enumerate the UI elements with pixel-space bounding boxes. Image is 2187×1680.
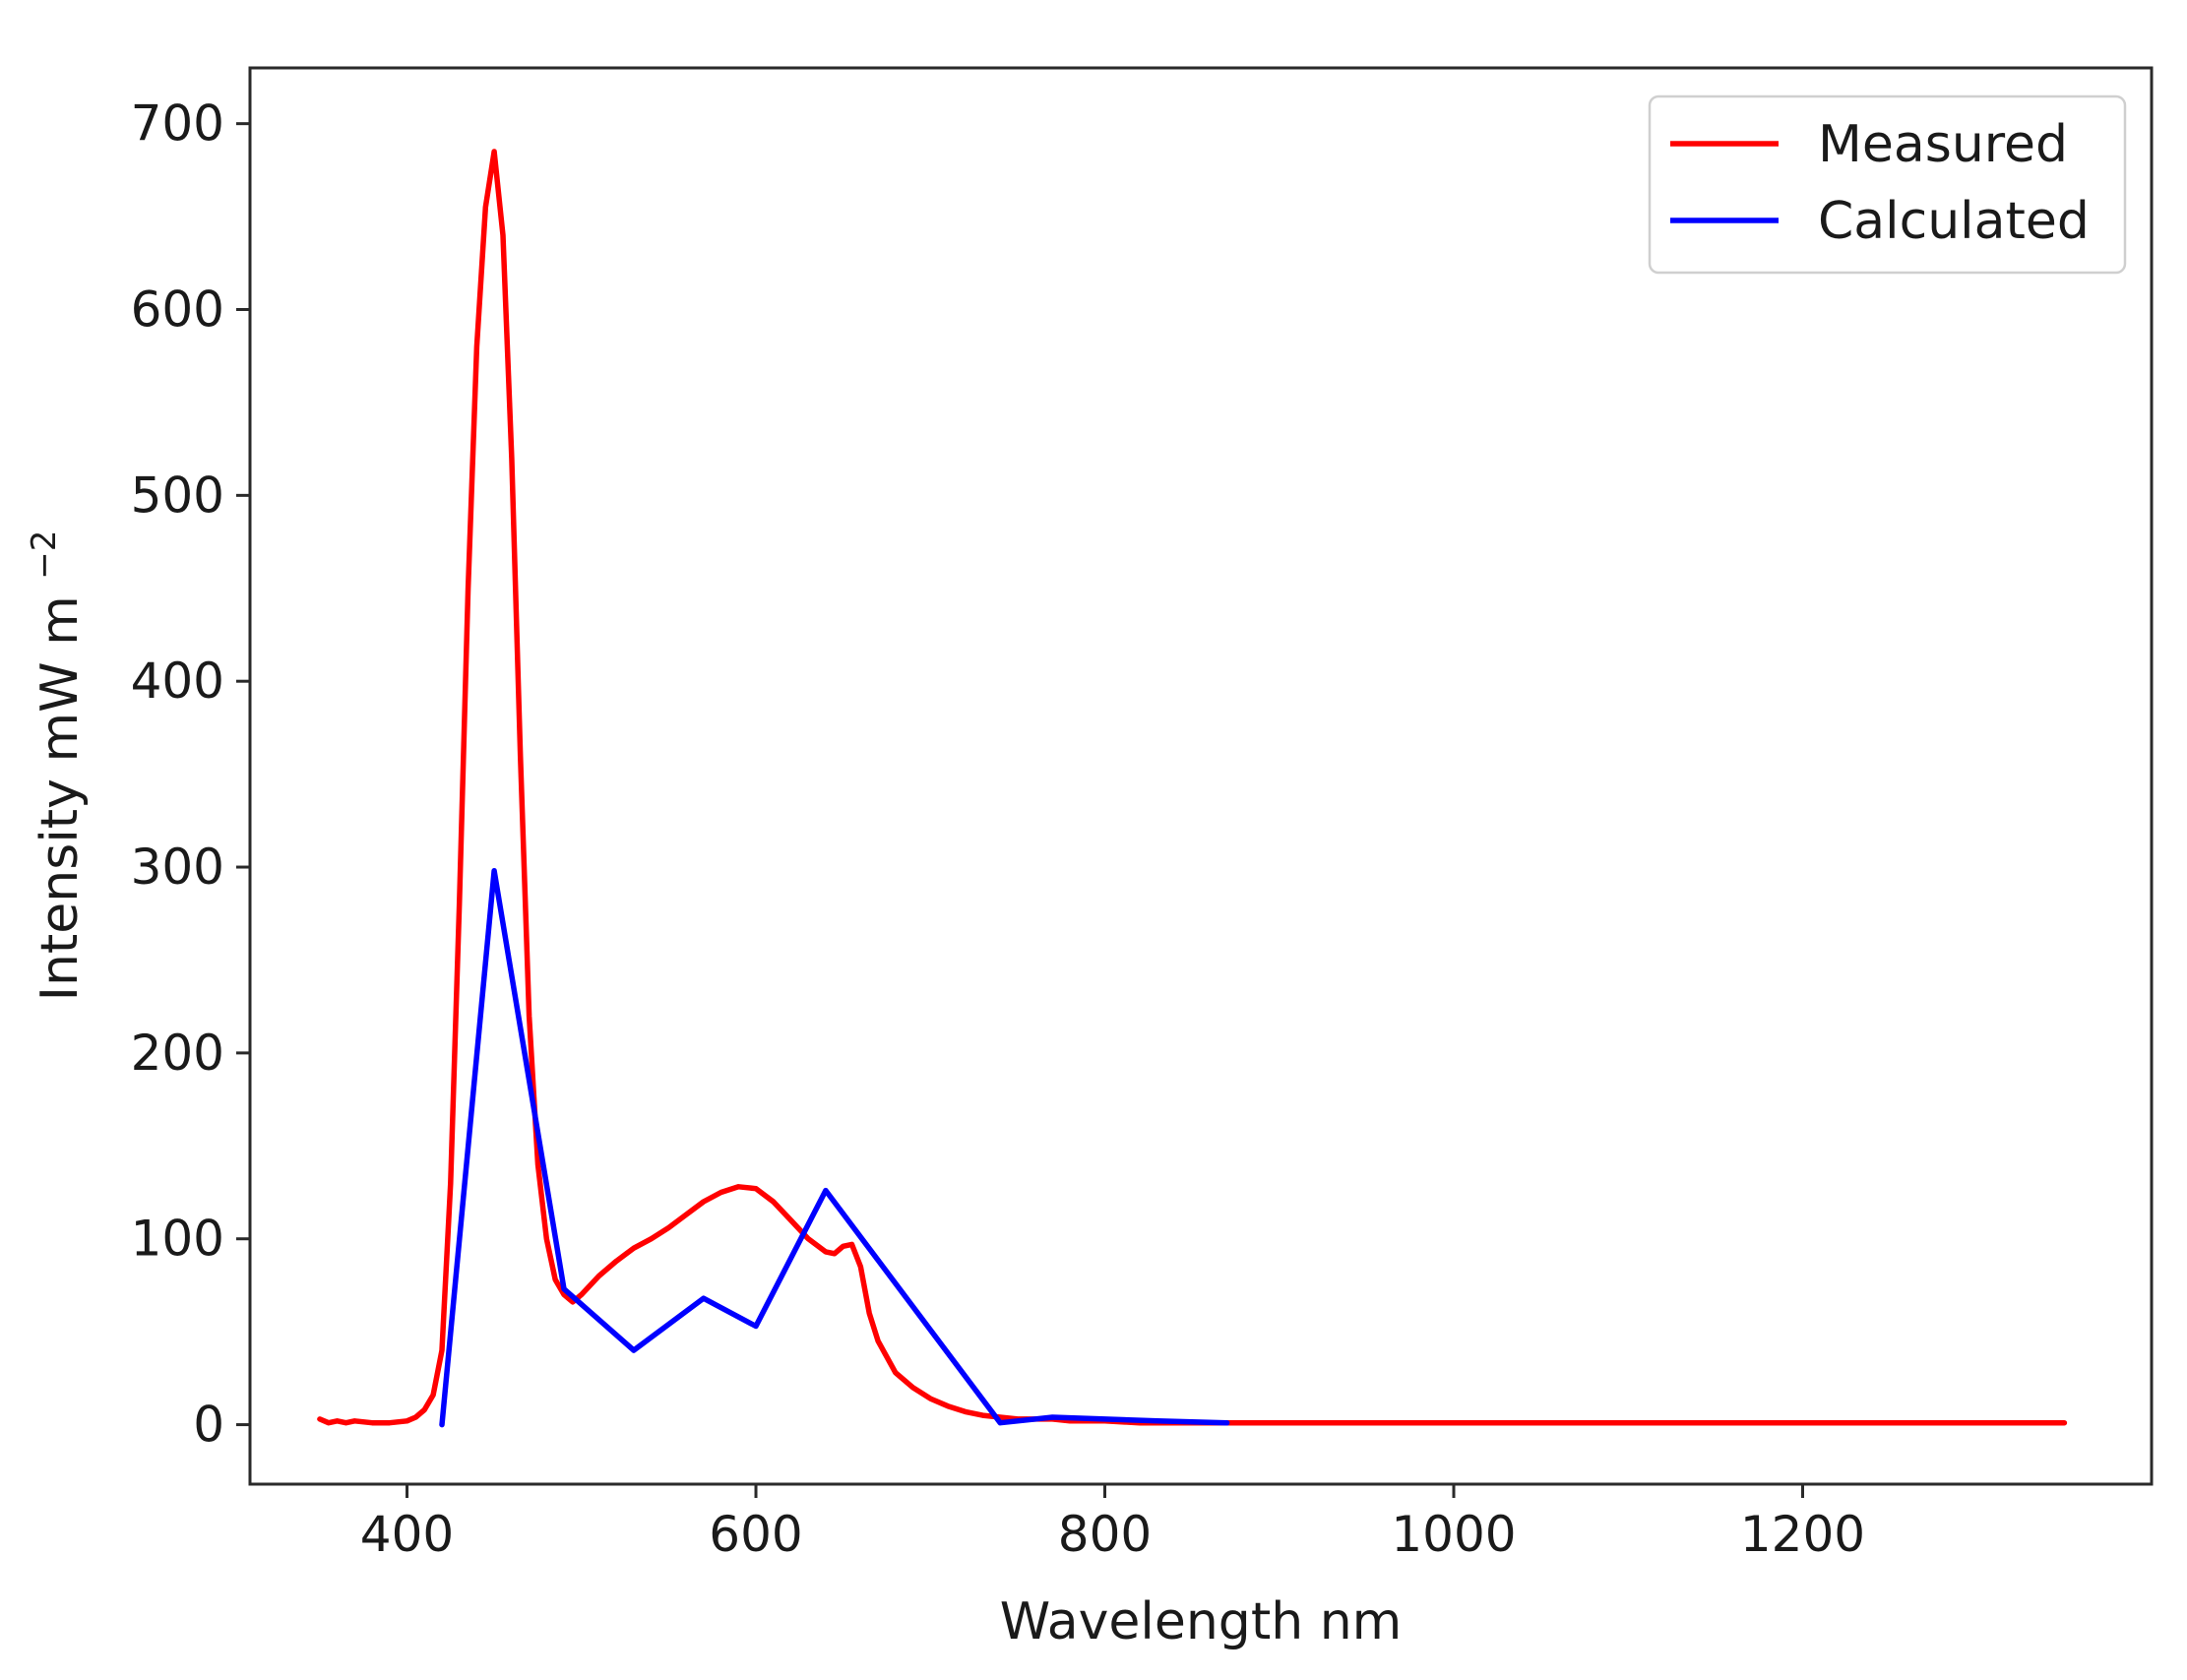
x-tick-label: 800 (1058, 1506, 1152, 1563)
plot-area (248, 66, 2154, 1486)
legend-label-calculated: Calculated (1818, 192, 2090, 251)
x-tick-label: 400 (360, 1506, 454, 1563)
y-axis-label: Intensity mW m −2 (25, 530, 90, 1002)
legend: Measured Calculated (1648, 94, 2127, 275)
series-line-calculated (439, 868, 1230, 1428)
y-tick-label: 500 (131, 467, 224, 524)
x-tick-label: 1200 (1740, 1506, 1865, 1563)
legend-box (1648, 94, 2127, 275)
series-lines (317, 149, 2068, 1428)
y-tick-label: 200 (131, 1025, 224, 1082)
x-tick-label: 600 (709, 1506, 802, 1563)
x-axis-label: Wavelength nm (1000, 1592, 1403, 1651)
y-tick-label: 0 (193, 1397, 224, 1454)
y-tick-label: 700 (131, 95, 224, 153)
y-axis-ticks: 0 100 200 300 400 500 600 700 (131, 95, 250, 1454)
y-tick-label: 400 (131, 653, 224, 710)
svg-text:Intensity mW m −2: Intensity mW m −2 (25, 530, 90, 1002)
y-axis-label-text: Intensity mW m (31, 595, 90, 1001)
y-tick-label: 300 (131, 839, 224, 896)
legend-label-measured: Measured (1818, 115, 2068, 174)
y-tick-label: 600 (131, 280, 224, 338)
x-axis-ticks: 400 600 800 1000 1200 (360, 1484, 1865, 1563)
y-tick-label: 100 (131, 1211, 224, 1268)
y-axis-label-superscript: −2 (25, 530, 64, 580)
x-tick-label: 1000 (1391, 1506, 1516, 1563)
